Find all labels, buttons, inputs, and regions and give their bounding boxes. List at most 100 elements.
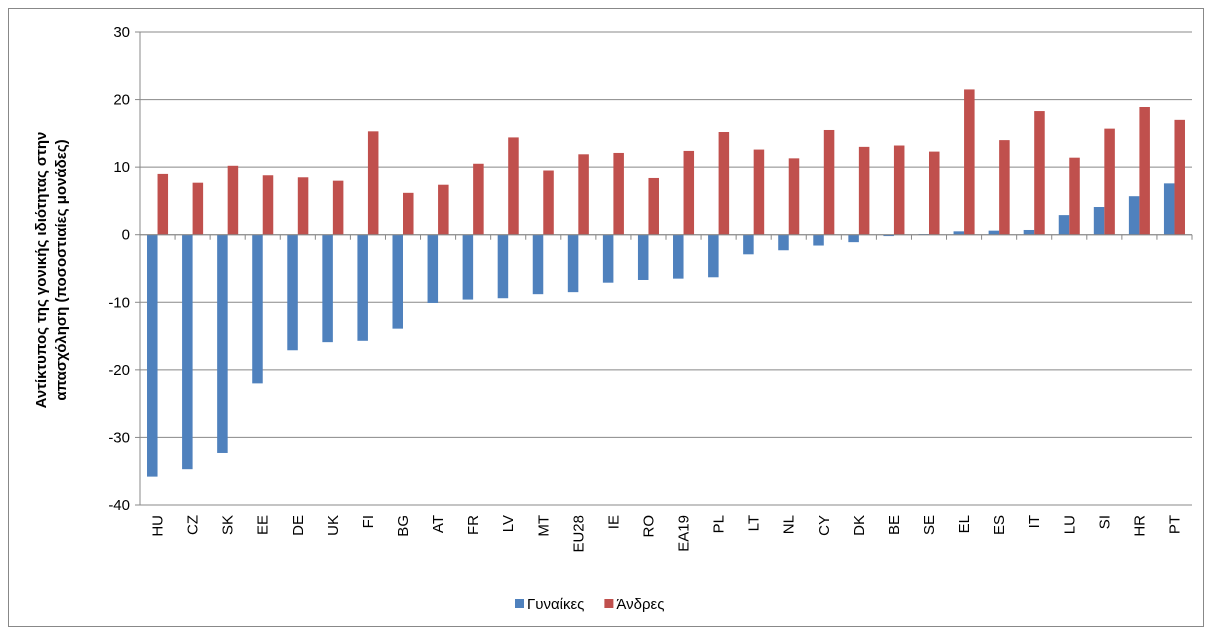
x-tick-label: LT (746, 515, 763, 531)
bar (322, 234, 333, 343)
x-tick-label: LU (1061, 515, 1078, 534)
bar (332, 180, 344, 235)
legend-label: Γυναίκες (527, 596, 584, 613)
x-tick-label: LV (500, 515, 517, 532)
bar (1023, 229, 1035, 235)
y-tick-label: 0 (122, 227, 130, 244)
x-tick-label: FI (360, 515, 377, 528)
y-tick-label: 10 (113, 159, 130, 176)
x-tick-label: SI (1096, 515, 1113, 529)
bar (392, 234, 403, 329)
bar (858, 146, 870, 235)
bar (227, 165, 239, 235)
bar (683, 150, 695, 235)
x-tick-label: ES (991, 515, 1008, 535)
bar (532, 234, 544, 295)
bar (1069, 157, 1080, 235)
x-tick-label: NL (781, 515, 798, 534)
x-tick-label: BE (886, 515, 903, 535)
bar (508, 137, 519, 235)
bar (297, 177, 309, 235)
bar (1174, 119, 1185, 235)
x-tick-label: PL (711, 515, 728, 533)
bar (813, 234, 824, 246)
bar (438, 184, 449, 235)
bar (883, 234, 894, 237)
x-tick-label: SE (921, 515, 938, 535)
x-tick-label: HU (150, 515, 167, 537)
y-tick-label: 30 (113, 24, 130, 41)
bar (357, 234, 368, 341)
bar (1058, 215, 1070, 235)
x-tick-label: DK (851, 515, 868, 536)
bar (543, 170, 554, 235)
y-tick-label: -10 (108, 294, 130, 311)
bar (988, 230, 1000, 235)
bar (648, 177, 659, 235)
bar (953, 231, 965, 235)
bar (252, 234, 263, 384)
legend-label: Άνδρες (616, 596, 664, 613)
bar (753, 149, 765, 235)
bar (578, 154, 589, 235)
bar (217, 234, 228, 453)
bar (1128, 196, 1140, 235)
x-tick-label: AT (430, 515, 447, 533)
bar (367, 131, 379, 235)
bar (673, 234, 684, 279)
x-tick-label: CZ (185, 515, 202, 535)
bar (964, 89, 975, 235)
bar (287, 234, 298, 351)
y-tick-label: -20 (108, 362, 130, 379)
bar (708, 234, 719, 278)
bar (637, 234, 649, 280)
bar (893, 145, 905, 235)
bar (147, 234, 158, 477)
bar (1139, 107, 1150, 235)
bar (157, 173, 169, 235)
bar (848, 234, 859, 243)
x-tick-label: UK (325, 515, 342, 536)
x-tick-label: EE (255, 515, 272, 535)
x-tick-label: CY (816, 515, 833, 536)
bar (497, 234, 509, 299)
bar (613, 152, 624, 235)
legend-swatch (604, 599, 614, 608)
x-tick-label: RO (640, 515, 657, 538)
x-tick-label: IE (605, 515, 622, 529)
x-tick-label: HR (1131, 515, 1148, 537)
x-tick-label: FR (465, 515, 482, 535)
bar (999, 140, 1010, 235)
bar (473, 163, 484, 235)
bar (1093, 207, 1105, 235)
bar (403, 192, 414, 235)
bar (462, 234, 474, 300)
x-tick-label: EU28 (570, 515, 587, 553)
x-tick-label: EA19 (676, 515, 693, 552)
x-tick-label: BG (395, 515, 412, 537)
x-tick-label: IT (1026, 515, 1043, 528)
x-tick-label: PT (1166, 515, 1183, 534)
bar (823, 129, 835, 235)
bar (427, 234, 439, 303)
bar (602, 234, 614, 283)
bar (567, 234, 579, 293)
x-tick-label: EL (956, 515, 973, 533)
x-tick-label: DE (290, 515, 307, 536)
chart-border (8, 8, 1204, 627)
x-tick-label: SK (220, 515, 237, 535)
bar (192, 182, 204, 235)
bar (182, 234, 193, 470)
bar (1104, 128, 1115, 235)
bar (788, 158, 800, 235)
legend-swatch (515, 599, 524, 608)
bar (262, 175, 274, 235)
bar (743, 234, 754, 255)
bar (1163, 183, 1175, 235)
y-axis-label: Αντίκτυπος της γονικής ιδιότητας στην απα… (33, 132, 70, 409)
bar (929, 151, 940, 235)
y-tick-label: 20 (113, 92, 130, 109)
bar (1034, 111, 1045, 235)
bar (778, 234, 789, 251)
